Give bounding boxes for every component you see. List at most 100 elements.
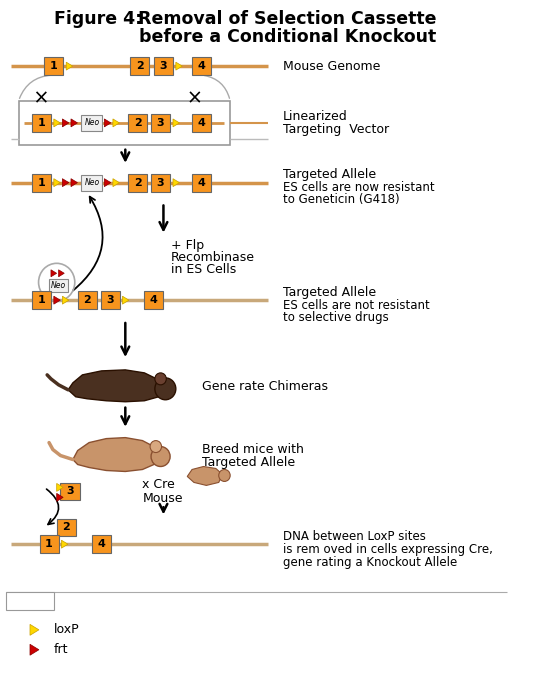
Circle shape [155,378,176,400]
Polygon shape [104,179,111,186]
Text: Figure 4:: Figure 4: [54,10,142,28]
Polygon shape [73,438,158,471]
Circle shape [151,447,170,466]
Text: 4: 4 [150,295,158,306]
Text: x Cre: x Cre [142,478,175,491]
Text: Recombinase: Recombinase [171,251,255,264]
Text: Neo: Neo [51,281,66,290]
Text: Targeting  Vector: Targeting Vector [282,123,389,136]
Text: Targeted Allele: Targeted Allele [201,456,295,469]
Text: 1: 1 [45,539,53,549]
Polygon shape [62,296,69,304]
Text: Legend: Legend [9,595,52,608]
Polygon shape [30,624,39,635]
Bar [128,114,147,132]
Text: 2: 2 [136,61,143,71]
Bar [40,535,59,553]
Polygon shape [57,493,63,501]
Polygon shape [187,466,222,486]
Polygon shape [71,119,77,127]
Text: 4: 4 [198,61,206,71]
Text: to Geneticin (G418): to Geneticin (G418) [282,193,399,206]
Text: 3: 3 [106,295,114,306]
Text: 2: 2 [134,177,142,188]
Bar [92,535,111,553]
Polygon shape [176,62,183,70]
Text: 1: 1 [38,295,45,306]
Bar [128,174,147,192]
Text: 4: 4 [198,177,206,188]
Polygon shape [30,645,39,656]
Text: 1: 1 [50,61,57,71]
Bar [130,57,149,75]
Bar [32,174,51,192]
Text: 3: 3 [157,118,164,128]
Text: ES cells are not resistant: ES cells are not resistant [282,299,430,312]
Text: 2: 2 [134,118,142,128]
Bar [19,101,230,145]
Polygon shape [61,540,68,548]
Bar [32,291,51,309]
Text: Mouse: Mouse [142,492,183,505]
Polygon shape [173,179,179,186]
Bar [192,174,211,192]
Polygon shape [173,119,179,127]
Polygon shape [68,370,163,402]
Bar [151,174,170,192]
Text: ES cells are now resistant: ES cells are now resistant [282,181,434,194]
Text: Neo: Neo [84,178,99,187]
Polygon shape [51,270,56,277]
Bar [154,57,173,75]
Bar [44,57,63,75]
Bar [49,279,68,292]
Polygon shape [54,179,60,186]
Text: frt: frt [54,643,68,656]
Circle shape [155,373,166,385]
Text: 3: 3 [159,61,167,71]
Polygon shape [113,119,119,127]
Text: DNA between LoxP sites: DNA between LoxP sites [282,530,425,543]
Bar [6,592,54,610]
Text: 2: 2 [62,522,70,532]
Polygon shape [62,179,69,186]
Text: 4: 4 [198,118,206,128]
Text: loxP: loxP [54,623,79,636]
Text: 1: 1 [38,118,45,128]
Text: 4: 4 [98,539,105,549]
Text: in ES Cells: in ES Cells [171,263,236,276]
Polygon shape [57,484,63,491]
Text: Gene rate Chimeras: Gene rate Chimeras [201,380,328,393]
Bar [61,483,79,500]
Bar [57,519,76,536]
Polygon shape [54,296,60,304]
Text: Targeted Allele: Targeted Allele [282,169,376,182]
Text: Mouse Genome: Mouse Genome [282,60,380,73]
Polygon shape [104,119,111,127]
Text: to selective drugs: to selective drugs [282,310,388,323]
Text: 1: 1 [38,177,45,188]
Bar [100,291,120,309]
Polygon shape [71,179,77,186]
Text: Targeted Allele: Targeted Allele [282,286,376,299]
Bar [192,114,211,132]
Polygon shape [113,179,119,186]
Bar [82,115,103,131]
Text: Neo: Neo [84,119,99,127]
Bar [32,114,51,132]
Text: Linearized: Linearized [282,110,347,123]
Bar [144,291,163,309]
Bar [192,57,211,75]
Bar [78,291,97,309]
Text: before a Conditional Knockout: before a Conditional Knockout [139,28,436,47]
Text: 3: 3 [157,177,164,188]
Text: 2: 2 [83,295,91,306]
Text: 3: 3 [66,486,74,497]
Text: is rem oved in cells expressing Cre,: is rem oved in cells expressing Cre, [282,543,492,556]
Circle shape [150,440,162,453]
Polygon shape [62,119,69,127]
Polygon shape [66,62,72,70]
Polygon shape [54,119,60,127]
Text: + Flp: + Flp [171,239,204,252]
Polygon shape [59,270,64,277]
Bar [151,114,170,132]
